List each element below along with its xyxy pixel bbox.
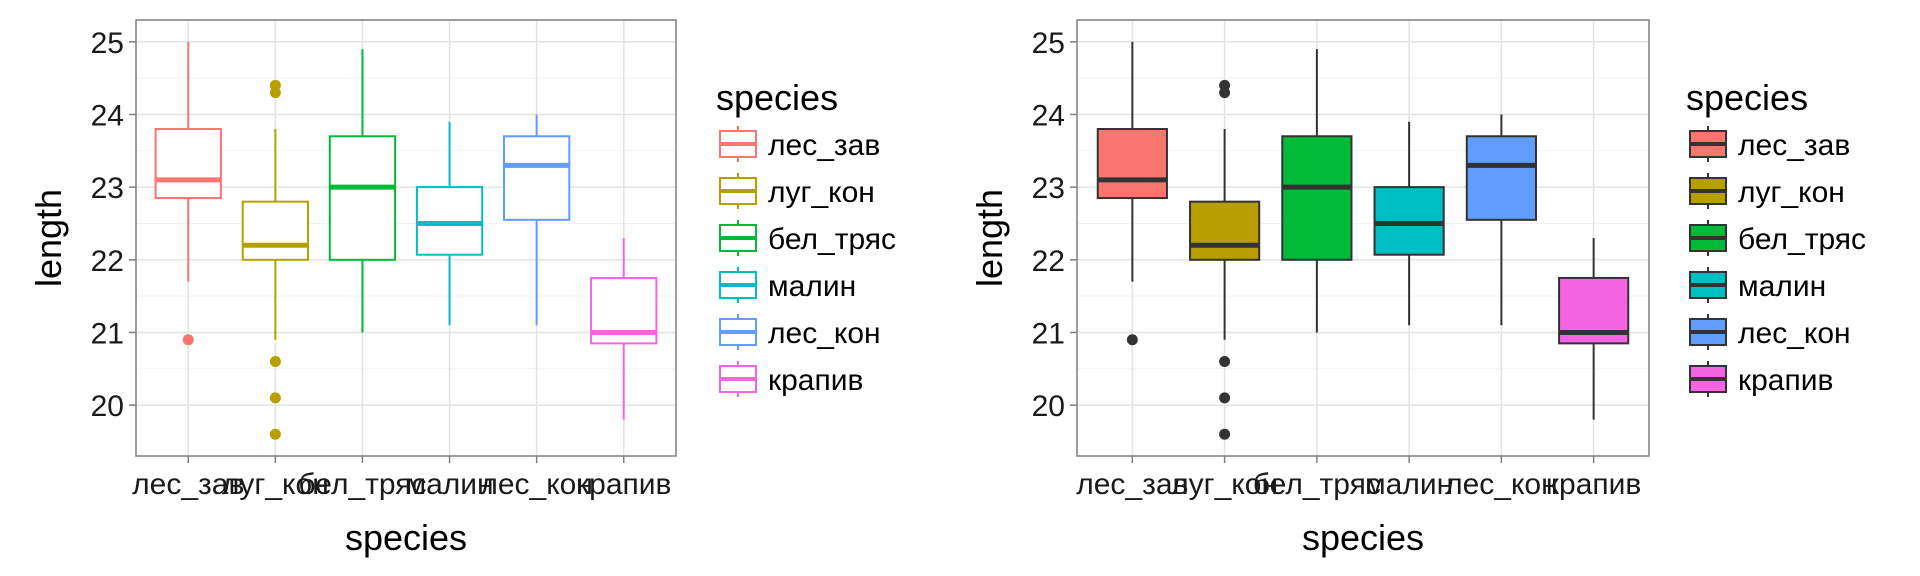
legend-key-6 <box>1689 361 1727 397</box>
legend-label: бел_тряс <box>768 223 896 256</box>
legend-key-1 <box>719 126 757 162</box>
y-tick-label: 22 <box>91 245 124 278</box>
box-4 <box>1373 121 1445 326</box>
box-3 <box>1281 49 1353 333</box>
chart-panel-1: 202122232425лес_завлуг_конбел_трясмалинл… <box>28 19 896 558</box>
legend-key-5 <box>719 314 757 350</box>
plot-border <box>135 19 677 457</box>
box-iqr <box>502 135 571 221</box>
legend-label: малин <box>1738 270 1826 303</box>
legend-key-1 <box>1689 126 1727 162</box>
legend-label: лес_зав <box>768 129 880 162</box>
box-5 <box>1465 114 1537 326</box>
y-tick-label: 24 <box>91 99 124 132</box>
legend-label: луг_кон <box>768 176 875 209</box>
x-tick-label: луг_кон <box>1171 468 1278 501</box>
legend-key-4 <box>719 267 757 303</box>
x-tick-label: лес_зав <box>1076 468 1188 501</box>
y-tick-label: 21 <box>91 317 124 350</box>
x-tick-label: бел_тряс <box>1253 468 1381 501</box>
legend-label: бел_тряс <box>1738 223 1866 256</box>
legend-title: species <box>1686 77 1808 118</box>
box-iqr <box>1281 135 1353 261</box>
box-1 <box>1096 41 1168 346</box>
legend-key-3 <box>1689 220 1727 256</box>
plot-background <box>136 20 676 456</box>
chart-panel-2: 202122232425лес_завлуг_конбел_трясмалинл… <box>969 19 1866 558</box>
y-tick-label: 23 <box>1032 172 1065 205</box>
box-iqr <box>1373 186 1445 256</box>
x-tick-label: лес_кон <box>480 468 593 501</box>
box-iqr <box>1096 128 1168 200</box>
box-2 <box>241 79 310 440</box>
box-6 <box>1558 238 1630 420</box>
legend-label: крапив <box>768 364 863 397</box>
legend-key-2 <box>1689 173 1727 209</box>
legend-label: лес_кон <box>1738 317 1851 350</box>
box-3 <box>328 49 397 333</box>
legend-key-4 <box>1689 267 1727 303</box>
y-tick-label: 21 <box>1032 317 1065 350</box>
legend-key-5 <box>1689 314 1727 350</box>
outlier-point <box>269 392 281 404</box>
outlier-point <box>269 356 281 368</box>
legend-key-6 <box>719 361 757 397</box>
box-iqr <box>415 186 484 256</box>
y-tick-label: 24 <box>1032 99 1065 132</box>
legend-label: малин <box>768 270 856 303</box>
outlier-point <box>269 428 281 440</box>
y-axis-title: length <box>969 189 1010 287</box>
box-iqr <box>154 128 222 200</box>
plot-border <box>1076 19 1650 457</box>
x-tick-label: бел_тряс <box>298 468 426 501</box>
box-iqr <box>1465 135 1537 221</box>
box-2 <box>1189 79 1261 440</box>
legend-label: лес_зав <box>1738 129 1850 162</box>
legend-label: луг_кон <box>1738 176 1845 209</box>
y-tick-label: 25 <box>91 27 124 60</box>
x-tick-label: луг_кон <box>222 468 329 501</box>
y-tick-label: 25 <box>1032 27 1065 60</box>
outlier-point <box>1126 334 1138 346</box>
y-tick-label: 20 <box>91 390 124 423</box>
x-tick-label: лес_зав <box>132 468 244 501</box>
outlier-point <box>269 87 281 99</box>
y-tick-label: 20 <box>1032 390 1065 423</box>
outlier-point <box>1219 392 1231 404</box>
outlier-point <box>1219 87 1231 99</box>
legend: species лес_зав луг_кон бел_тряс малин лес_ко… <box>716 77 896 397</box>
x-tick-label: малин <box>1365 468 1453 501</box>
legend-key-2 <box>719 173 757 209</box>
x-tick-label: лес_кон <box>1445 468 1558 501</box>
legend-key-3 <box>719 220 757 256</box>
outlier-point <box>1219 428 1231 440</box>
plot-background <box>1077 20 1649 456</box>
box-4 <box>415 121 484 326</box>
y-axis-title: length <box>28 189 69 287</box>
x-tick-label: малин <box>405 468 493 501</box>
legend-label: крапив <box>1738 364 1833 397</box>
box-iqr <box>1189 200 1261 261</box>
x-axis-title: species <box>1302 517 1424 558</box>
box-iqr <box>328 135 397 261</box>
legend-title: species <box>716 77 838 118</box>
legend: species лес_зав луг_кон бел_тряс малин лес_ко… <box>1686 77 1866 397</box>
outlier-point <box>182 334 194 346</box>
box-6 <box>590 238 658 420</box>
y-tick-label: 22 <box>1032 245 1065 278</box>
x-axis-title: species <box>345 517 467 558</box>
y-tick-label: 23 <box>91 172 124 205</box>
box-5 <box>502 114 571 326</box>
outlier-point <box>1219 356 1231 368</box>
box-1 <box>154 41 222 346</box>
legend-label: лес_кон <box>768 317 881 350</box>
x-tick-label: крапив <box>1546 468 1641 501</box>
box-iqr <box>241 200 310 261</box>
x-tick-label: крапив <box>576 468 671 501</box>
